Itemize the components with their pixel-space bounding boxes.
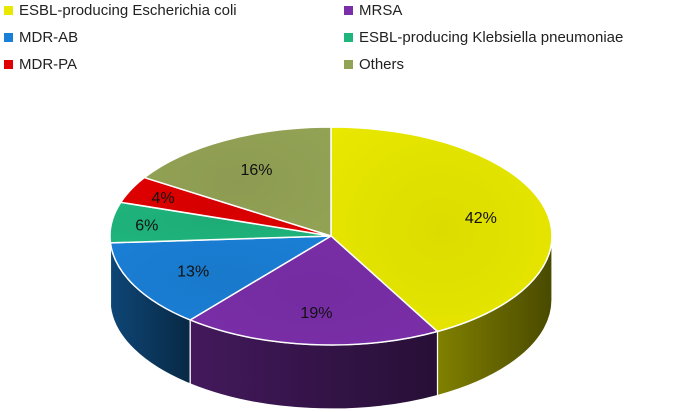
legend-label: ESBL-producing Klebsiella pneumoniae: [359, 29, 624, 46]
legend-swatch: [344, 6, 353, 15]
pie-slice-5: [143, 126, 332, 237]
legend-label: MRSA: [359, 2, 403, 19]
pie-data-label-2: 13%: [177, 264, 209, 281]
legend-item-mrsa: MRSA: [344, 2, 402, 19]
legend-item-esbl-kpneumoniae: ESBL-producing Klebsiella pneumoniae: [344, 29, 623, 46]
pie-labels: 42% 19% 13% 6% 4% 16%: [135, 162, 497, 322]
legend-label: Others: [359, 56, 405, 73]
pie-slice-0: [330, 126, 553, 333]
pie-slice-1: [189, 235, 439, 346]
pie-slice-2: [109, 235, 332, 321]
legend-label: MDR-PA: [19, 56, 78, 73]
pie-data-label-5: 16%: [240, 162, 272, 179]
legend-swatch: [4, 6, 13, 15]
legend-label: ESBL-producing Escherichia coli: [19, 2, 237, 19]
legend-swatch: [344, 33, 353, 42]
legend-item-others: Others: [344, 56, 404, 73]
pie-sides: [109, 235, 553, 410]
pie-data-label-3: 6%: [135, 218, 158, 235]
pie-data-label-4: 4%: [151, 190, 174, 207]
legend-label: MDR-AB: [19, 29, 79, 46]
pie-data-label-0: 42%: [465, 210, 497, 227]
legend-item-mdr-pa: MDR-PA: [4, 56, 77, 73]
legend-swatch: [4, 33, 13, 42]
pie-data-label-1: 19%: [300, 305, 332, 322]
pie-slices: [109, 126, 553, 346]
legend-swatch: [4, 60, 13, 69]
legend: ESBL-producing Escherichia coli MDR-AB M…: [0, 0, 685, 82]
legend-item-esbl-ecoli: ESBL-producing Escherichia coli: [4, 2, 237, 19]
legend-item-mdr-ab: MDR-AB: [4, 29, 78, 46]
legend-swatch: [344, 60, 353, 69]
